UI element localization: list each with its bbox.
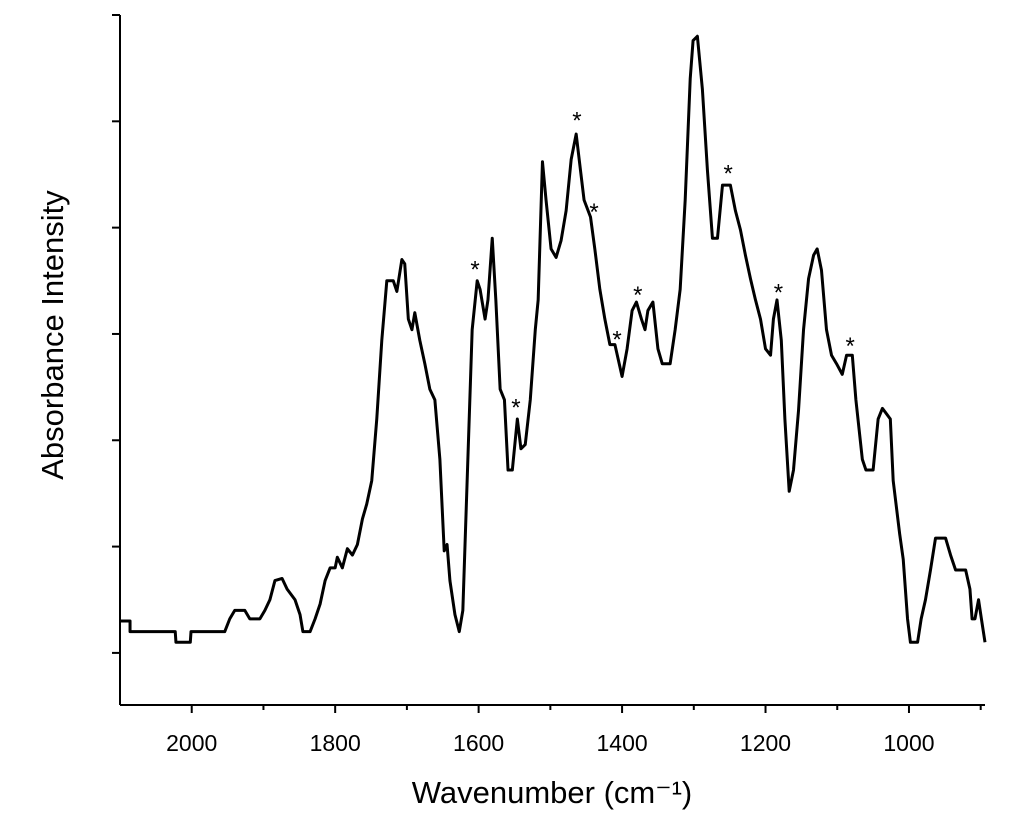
peak-marker: * [572, 107, 581, 134]
spectrum-line [120, 34, 987, 644]
peak-marker: * [845, 333, 854, 360]
x-tick-label: 1200 [740, 730, 791, 756]
x-tick-label: 2000 [166, 730, 217, 756]
peak-marker: * [724, 161, 733, 188]
x-axis-title: Wavenumber (cm⁻¹) [412, 775, 692, 810]
peak-marker: * [774, 280, 783, 307]
peak-marker: * [589, 199, 598, 226]
peak-marker: * [470, 256, 479, 283]
y-axis-title: Absorbance Intensity [35, 190, 70, 480]
x-tick-label: 1600 [453, 730, 504, 756]
peak-marker: * [511, 394, 520, 421]
x-tick-label: 1000 [883, 730, 934, 756]
peak-marker: * [633, 282, 642, 309]
x-tick-label: 1800 [310, 730, 361, 756]
peak-marker: * [612, 326, 621, 353]
x-tick-label: 1400 [596, 730, 647, 756]
